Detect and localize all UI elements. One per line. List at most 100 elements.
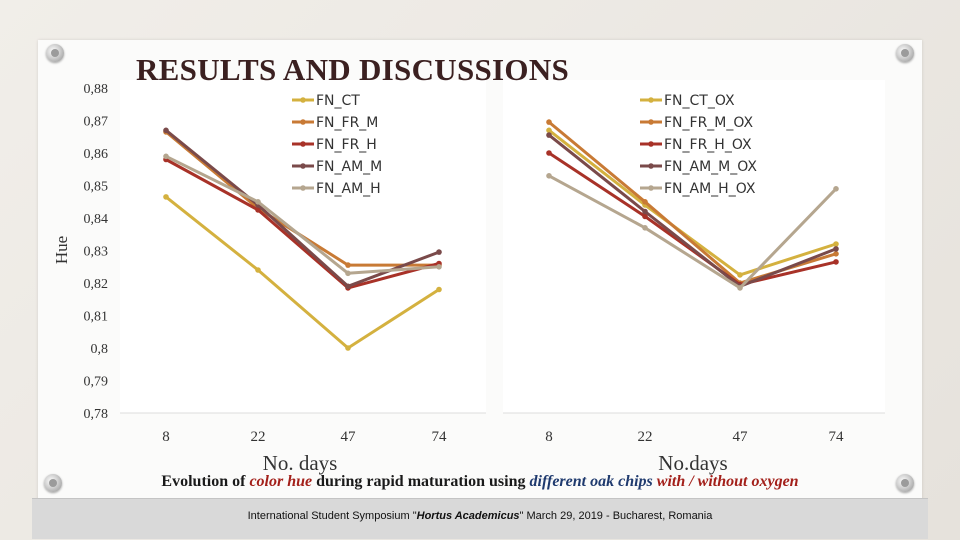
data-point-fn-am-h: [163, 153, 169, 160]
legend-right: FN_CT_OX FN_FR_M_OX FN_FR_H_OX FN_AM_M_OX FN…: [640, 93, 757, 197]
y-tick-label: 0,83: [84, 245, 109, 260]
legend-label-fn-ct-ox: FN_CT_OX: [664, 93, 735, 109]
legend-label-fn-fr-m: FN_FR_M: [316, 115, 378, 131]
data-point-fn-am-h-ox: [833, 186, 839, 192]
legend-label-fn-fr-h-ox: FN_FR_H_OX: [664, 137, 752, 153]
x-tick-label-right: 74: [829, 429, 845, 445]
data-point-fn-fr-m: [345, 262, 351, 268]
series-line-fn-am-h-ox: [548, 174, 838, 290]
data-point-fn-am-m-ox: [546, 132, 552, 138]
data-point-fn-ct: [255, 267, 261, 273]
data-point-fn-am-h-ox: [737, 285, 743, 291]
y-tick-label: 0,79: [84, 375, 109, 390]
y-axis-label: Hue: [52, 236, 71, 264]
data-point-fn-fr-h: [255, 207, 261, 213]
legend-marker-fn-ct: [300, 97, 306, 103]
y-tick-label: 0,78: [84, 407, 109, 422]
footer-bar: [32, 498, 928, 539]
caption-oxygen: with / without oxygen: [656, 473, 799, 490]
pushpin-icon-bottom-left: [44, 474, 62, 492]
x-tick-label-right: 8: [545, 429, 553, 445]
legend-label-fn-am-m-ox: FN_AM_M_OX: [664, 159, 757, 175]
data-point-fn-am-m-ox: [833, 246, 839, 252]
pushpin-icon-bottom-right: [896, 474, 914, 492]
data-point-fn-ct-ox: [546, 127, 552, 134]
footer-text-2: " March 29, 2019 - Bucharest, Romania: [519, 510, 713, 522]
chart-left-panel: 8 22 47 74: [120, 80, 486, 445]
legend-marker-fn-fr-m-ox: [648, 119, 654, 125]
data-point-fn-ct: [163, 194, 169, 200]
data-point-fn-am-h-ox: [546, 173, 552, 179]
y-tick-label: 0,85: [84, 180, 109, 195]
x-axis-label-left: No. days: [263, 451, 338, 475]
legend-marker-fn-am-m-ox: [648, 163, 654, 169]
slide-title: RESULTS AND DISCUSSIONS: [136, 52, 570, 87]
legend-label-fn-fr-m-ox: FN_FR_M_OX: [664, 115, 754, 131]
x-tick-label-right: 47: [733, 429, 749, 445]
data-point-fn-fr-m-ox: [642, 199, 648, 205]
legend-marker-fn-ct-ox: [648, 97, 654, 103]
legend-marker-fn-am-h-ox: [648, 185, 654, 191]
caption-text-2: during rapid maturation using: [312, 473, 530, 490]
x-tick-label-right: 22: [638, 429, 653, 445]
caption-oak-chips: different oak chips: [529, 473, 653, 490]
series-line-fn-am-m-ox: [548, 133, 837, 288]
y-tick-label: 0,81: [84, 310, 109, 325]
data-point-fn-am-m-ox: [642, 208, 648, 215]
legend-marker-fn-am-m: [300, 163, 306, 169]
series-group-right: [546, 119, 839, 291]
data-point-fn-fr-h-ox: [546, 150, 552, 156]
legend-label-fn-am-m: FN_AM_M: [316, 159, 382, 175]
legend-marker-fn-fr-m: [300, 119, 306, 125]
data-point-fn-am-m: [345, 283, 351, 290]
series-line-fn-ct: [165, 195, 440, 350]
data-point-fn-fr-m-ox: [546, 119, 552, 125]
x-tick-label-left: 8: [162, 429, 170, 445]
data-point-fn-am-m: [436, 249, 442, 255]
figure-caption: Evolution of color hue during rapid matu…: [0, 473, 960, 491]
x-tick-label-left: 74: [432, 429, 448, 445]
legend-label-fn-ct: FN_CT: [316, 93, 360, 109]
y-tick-label: 0,82: [84, 277, 109, 292]
legend-marker-fn-fr-h-ox: [648, 141, 654, 147]
series-line-fn-am-h: [165, 154, 440, 275]
caption-color-hue: color hue: [249, 473, 313, 490]
data-point-fn-ct-ox: [833, 241, 839, 247]
data-point-fn-am-h-ox: [642, 225, 648, 231]
x-tick-label-left: 47: [341, 429, 357, 445]
series-line-fn-ct-ox: [548, 129, 837, 277]
legend-left: FN_CT FN_FR_M FN_FR_H FN_AM_M FN_AM_H: [292, 93, 382, 197]
y-tick-label: 0,88: [84, 82, 109, 97]
legend-label-fn-am-h-ox: FN_AM_H_OX: [664, 181, 756, 197]
x-tick-label-left: 22: [251, 429, 266, 445]
legend-marker-fn-fr-h: [300, 141, 306, 147]
y-tick-label: 0,87: [84, 115, 109, 130]
data-point-fn-ct: [436, 286, 442, 293]
series-group-left: [163, 127, 442, 351]
data-point-fn-am-h: [436, 264, 442, 270]
footer-text: International Student Symposium "Hortus …: [0, 510, 960, 522]
pushpin-icon-top-left: [46, 44, 64, 62]
y-axis: 0,88 0,87 0,86 0,85 0,84 0,83 0,82 0,81 0,8 0,79 0…: [84, 82, 109, 422]
data-point-fn-am-m: [163, 127, 169, 134]
data-point-fn-am-h: [255, 199, 261, 205]
footer-text-hortus: Hortus Academicus: [416, 510, 520, 522]
series-line-fn-fr-h: [165, 158, 440, 290]
data-point-fn-fr-h-ox: [642, 213, 648, 220]
data-point-fn-ct: [345, 345, 351, 351]
legend-marker-fn-am-h: [300, 185, 306, 191]
y-tick-label: 0,84: [84, 212, 109, 227]
y-tick-label: 0,8: [91, 342, 109, 357]
y-tick-label: 0,86: [84, 147, 109, 162]
pushpin-icon-top-right: [896, 44, 914, 62]
data-point-fn-fr-h-ox: [833, 259, 839, 265]
footer-text-1: International Student Symposium ": [247, 510, 417, 522]
data-point-fn-ct-ox: [737, 272, 743, 278]
legend-label-fn-fr-h: FN_FR_H: [316, 137, 377, 153]
x-axis-label-right: No.days: [658, 451, 727, 475]
data-point-fn-fr-m-ox: [833, 251, 839, 257]
legend-label-fn-am-h: FN_AM_H: [316, 181, 381, 197]
data-point-fn-am-h: [345, 270, 351, 277]
caption-text-1: Evolution of: [161, 473, 250, 490]
